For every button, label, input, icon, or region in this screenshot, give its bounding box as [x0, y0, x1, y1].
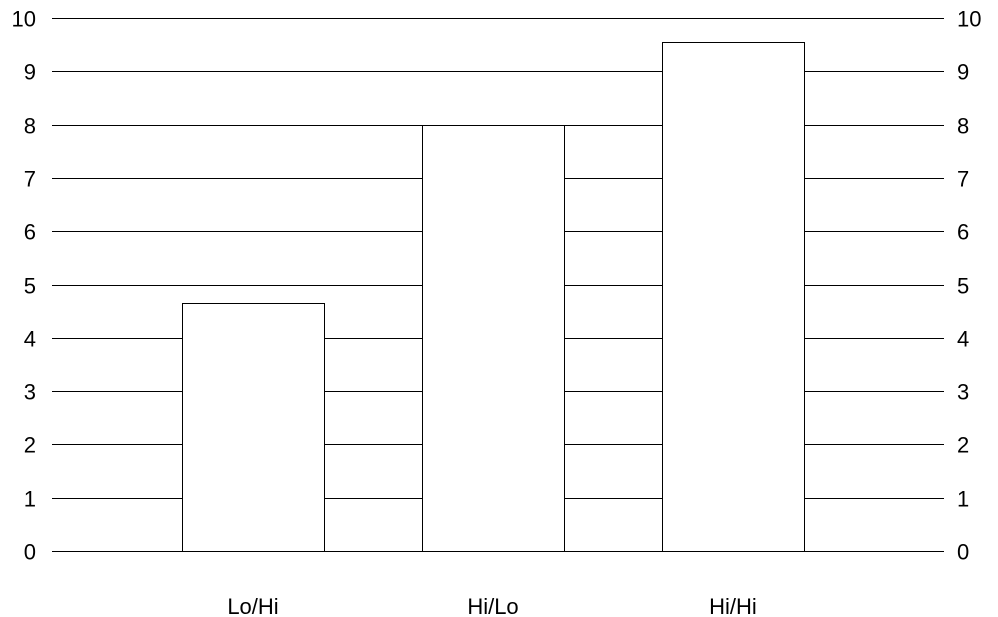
y-tick-label-right: 0 — [957, 540, 969, 565]
y-tick-label-left: 2 — [24, 433, 36, 458]
y-tick-label-left: 10 — [12, 7, 36, 32]
y-tick-label-left: 8 — [24, 114, 36, 139]
y-tick-label-right: 10 — [957, 7, 981, 32]
y-tick-label-left: 3 — [24, 380, 36, 405]
y-tick-label-left: 4 — [24, 327, 36, 352]
x-category-label: Hi/Hi — [709, 594, 757, 617]
x-category-label: Hi/Lo — [467, 594, 518, 617]
y-tick-label-right: 5 — [957, 274, 969, 299]
bar-hi-hi — [661, 41, 806, 553]
bar-lo-hi — [181, 302, 326, 553]
x-category-label: Lo/Hi — [227, 594, 278, 617]
y-tick-label-right: 6 — [957, 220, 969, 245]
y-tick-label-right: 2 — [957, 433, 969, 458]
y-tick-label-right: 1 — [957, 487, 969, 512]
x-axis-categories: Lo/Hi Hi/Lo Hi/Hi — [227, 594, 757, 617]
y-tick-label-left: 1 — [24, 487, 36, 512]
y-tick-label-right: 4 — [957, 327, 969, 352]
y-tick-label-right: 8 — [957, 114, 969, 139]
y-tick-label-left: 7 — [24, 167, 36, 192]
y-tick-label-left: 6 — [24, 220, 36, 245]
left-y-axis: 0 1 2 3 4 5 6 7 8 9 10 — [12, 7, 36, 565]
y-tick-label-right: 3 — [957, 380, 969, 405]
bar-hi-lo — [421, 124, 566, 553]
bars — [181, 41, 806, 553]
y-tick-label-left: 9 — [24, 60, 36, 85]
y-tick-label-left: 0 — [24, 540, 36, 565]
y-tick-label-right: 7 — [957, 167, 969, 192]
right-y-axis: 0 1 2 3 4 5 6 7 8 9 10 — [957, 7, 981, 565]
y-tick-label-right: 9 — [957, 60, 969, 85]
y-tick-label-left: 5 — [24, 274, 36, 299]
